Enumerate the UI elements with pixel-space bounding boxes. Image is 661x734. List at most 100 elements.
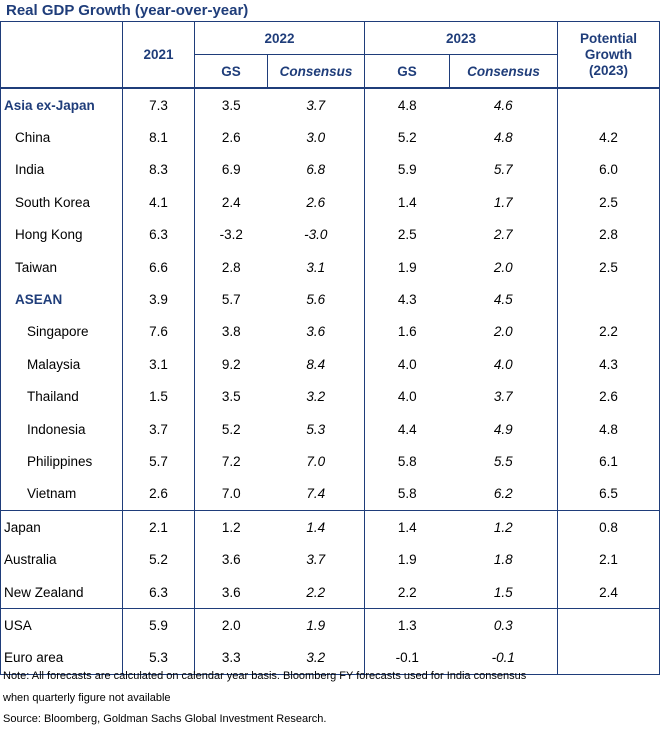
cell-consensus-2023: 5.5 xyxy=(493,453,513,469)
row-label: Singapore xyxy=(0,315,123,349)
cell-gs-2022: 2.8 xyxy=(194,250,268,284)
header-2022: 2022 xyxy=(193,21,365,55)
cell-potential xyxy=(557,608,661,642)
row-label: Australia xyxy=(0,543,123,576)
cell-2021: 1.5 xyxy=(122,380,195,413)
header-2023: 2023 xyxy=(364,21,558,55)
cell-consensus-2023: 4.6 xyxy=(493,97,513,113)
cell-potential xyxy=(557,641,661,676)
cell-consensus-2022: 3.7 xyxy=(306,552,326,568)
cell-2021: 5.3 xyxy=(122,641,195,676)
cell-consensus-2022: 5.6 xyxy=(306,292,326,308)
cell-consensus-2023: 4.5 xyxy=(493,292,513,308)
row-label: Hong Kong xyxy=(0,218,123,251)
cell-2021: 6.3 xyxy=(122,218,195,251)
table-row: Australia 5.2 3.6 3.7 1.9 1.8 2.1 xyxy=(0,543,661,576)
cell-2021: 2.1 xyxy=(122,510,195,544)
row-label: Thailand xyxy=(0,380,123,413)
cell-gs-2022: -3.2 xyxy=(194,218,268,251)
cell-gs-2023: 1.4 xyxy=(364,510,450,544)
cell-2021: 6.6 xyxy=(122,250,195,284)
header-potential-line1: Potential xyxy=(580,30,638,46)
row-label: Indonesia xyxy=(0,412,123,446)
cell-consensus-2022: 8.4 xyxy=(306,356,326,372)
table-row: USA 5.9 2.0 1.9 1.3 0.3 xyxy=(0,608,661,642)
cell-gs-2022: 9.2 xyxy=(194,348,268,381)
cell-consensus-2023: 5.7 xyxy=(493,162,513,178)
cell-potential: 0.8 xyxy=(557,510,661,544)
cell-consensus-2022: 3.7 xyxy=(306,97,326,113)
row-label: Taiwan xyxy=(0,250,123,284)
row-label: Malaysia xyxy=(0,348,123,381)
cell-potential: 2.6 xyxy=(557,380,661,413)
row-label: China xyxy=(0,121,123,154)
cell-2021: 8.3 xyxy=(122,153,195,187)
row-label: South Korea xyxy=(0,186,123,219)
table-row: Philippines 5.7 7.2 7.0 5.8 5.5 6.1 xyxy=(0,445,661,478)
cell-2021: 3.9 xyxy=(122,283,195,316)
gdp-growth-table: 2021 2022 2023 Potential Growth (2023) G… xyxy=(0,21,661,676)
cell-consensus-2022: 5.3 xyxy=(306,421,326,437)
table-row: Vietnam 2.6 7.0 7.4 5.8 6.2 6.5 xyxy=(0,477,661,511)
cell-consensus-2023: 2.7 xyxy=(493,227,513,243)
footnote-line-1: Note: All forecasts are calculated on ca… xyxy=(3,670,527,682)
cell-consensus-2023: 4.9 xyxy=(493,421,513,437)
table-row: Singapore 7.6 3.8 3.6 1.6 2.0 2.2 xyxy=(0,315,661,349)
cell-potential: 4.3 xyxy=(557,348,661,381)
cell-consensus-2023: 3.7 xyxy=(493,389,513,405)
cell-consensus-2023: 2.0 xyxy=(493,324,513,340)
header-consensus-2023: Consensus xyxy=(449,54,558,89)
cell-potential xyxy=(557,283,661,316)
cell-gs-2023: 5.2 xyxy=(364,121,450,154)
header-blank-cell xyxy=(0,21,123,89)
cell-consensus-2022: 7.4 xyxy=(306,486,326,502)
cell-potential: 6.1 xyxy=(557,445,661,478)
cell-gs-2022: 3.6 xyxy=(194,543,268,576)
cell-2021: 5.7 xyxy=(122,445,195,478)
cell-consensus-2023: 0.3 xyxy=(449,608,558,642)
cell-gs-2022: 7.0 xyxy=(194,477,268,511)
cell-consensus-2022: 3.2 xyxy=(267,641,365,676)
cell-gs-2022: 3.5 xyxy=(194,380,268,413)
cell-potential xyxy=(557,88,661,122)
cell-gs-2022: 2.4 xyxy=(194,186,268,219)
cell-potential: 2.8 xyxy=(557,218,661,251)
cell-consensus-2022: 2.6 xyxy=(306,194,326,210)
table-row: Euro area 5.3 3.3 3.2 -0.1 -0.1 xyxy=(0,641,661,676)
cell-consensus-2022: 1.4 xyxy=(267,510,365,544)
table-row: India 8.3 6.9 6.8 5.9 5.7 6.0 xyxy=(0,153,661,187)
cell-potential: 2.1 xyxy=(557,543,661,576)
cell-gs-2023: 1.9 xyxy=(364,543,450,576)
cell-gs-2022: 2.6 xyxy=(194,121,268,154)
cell-consensus-2023: 6.2 xyxy=(493,486,513,502)
cell-gs-2023: 1.6 xyxy=(364,315,450,349)
table-row: New Zealand 6.3 3.6 2.2 2.2 1.5 2.4 xyxy=(0,575,661,609)
footnote-line-2: when quarterly figure not available xyxy=(3,692,171,704)
cell-2021: 5.2 xyxy=(122,543,195,576)
cell-gs-2023: 2.5 xyxy=(364,218,450,251)
header-potential-line2: Growth xyxy=(584,46,633,62)
cell-consensus-2023: -0.1 xyxy=(449,641,558,676)
row-label: Asia ex-Japan xyxy=(0,88,123,122)
cell-consensus-2023: 1.7 xyxy=(493,194,513,210)
cell-gs-2023: 4.3 xyxy=(364,283,450,316)
row-label: New Zealand xyxy=(0,575,123,609)
table-row: ASEAN 3.9 5.7 5.6 4.3 4.5 xyxy=(0,283,661,316)
cell-gs-2022: 7.2 xyxy=(194,445,268,478)
cell-2021: 7.3 xyxy=(122,88,195,122)
cell-consensus-2022: -3.0 xyxy=(304,227,328,243)
cell-gs-2022: 5.7 xyxy=(194,283,268,316)
cell-gs-2023: 1.4 xyxy=(364,186,450,219)
cell-potential: 4.2 xyxy=(557,121,661,154)
cell-potential: 2.4 xyxy=(557,575,661,609)
cell-2021: 8.1 xyxy=(122,121,195,154)
cell-gs-2022: 5.2 xyxy=(194,412,268,446)
row-label: Philippines xyxy=(0,445,123,478)
cell-potential: 2.5 xyxy=(557,250,661,284)
cell-gs-2023: 5.9 xyxy=(364,153,450,187)
cell-gs-2022: 3.8 xyxy=(194,315,268,349)
cell-gs-2022: 1.2 xyxy=(194,510,268,544)
cell-consensus-2023: 1.5 xyxy=(493,584,513,600)
table-row: Hong Kong 6.3 -3.2 -3.0 2.5 2.7 2.8 xyxy=(0,218,661,251)
cell-potential: 6.5 xyxy=(557,477,661,511)
